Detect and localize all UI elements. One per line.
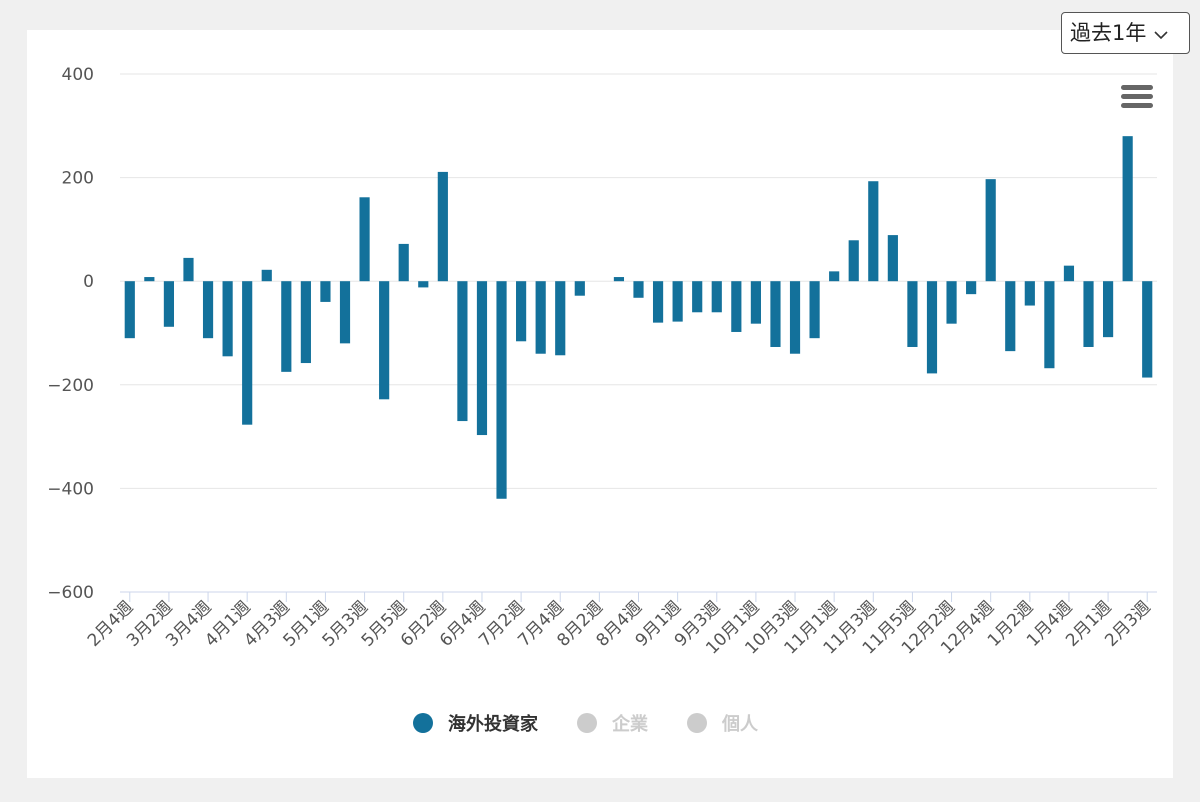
bar: [633, 281, 644, 298]
bar: [555, 281, 566, 356]
legend-marker: [577, 713, 597, 733]
menu-bar: [1121, 103, 1153, 108]
legend-label: 海外投資家: [448, 713, 539, 735]
bar: [1024, 281, 1035, 306]
bar: [966, 281, 977, 295]
menu-bar: [1121, 94, 1153, 99]
bar: [242, 281, 253, 425]
legend-item[interactable]: 企業: [577, 713, 649, 735]
bar: [1122, 136, 1133, 282]
bar: [731, 281, 742, 332]
y-tick-label: −200: [47, 376, 94, 396]
period-select[interactable]: 過去1年: [1061, 12, 1190, 54]
period-label: 過去1年: [1070, 21, 1147, 45]
bar: [1102, 281, 1114, 338]
bar: [946, 281, 957, 324]
bar: [985, 179, 996, 282]
bar: [379, 281, 390, 400]
y-tick-label: 400: [62, 65, 94, 85]
bar: [652, 281, 664, 323]
bar: [300, 281, 311, 364]
bar: [496, 281, 507, 499]
bar: [281, 281, 292, 372]
bar: [907, 281, 918, 347]
bar: [359, 197, 370, 282]
bar: [535, 281, 546, 354]
bar: [457, 281, 468, 422]
bar: [848, 240, 859, 282]
bar: [868, 181, 879, 282]
bar: [711, 281, 722, 313]
bar: [320, 281, 331, 302]
legend-item[interactable]: 海外投資家: [413, 713, 539, 735]
bar: [809, 281, 820, 339]
legend-label: 企業: [611, 713, 649, 735]
bar: [437, 171, 448, 282]
bar: [183, 257, 194, 282]
bar: [574, 281, 585, 296]
chevron: [1154, 31, 1168, 40]
menu-bar: [1121, 85, 1153, 90]
bar: [829, 271, 840, 282]
bar: [672, 281, 683, 322]
bar: [124, 281, 135, 339]
bar: [1142, 281, 1153, 378]
menu-icon[interactable]: [1121, 85, 1153, 108]
bar: [750, 281, 761, 324]
bar: [1063, 265, 1075, 282]
bar: [516, 281, 527, 342]
y-tick-label: 200: [62, 169, 94, 189]
bar: [339, 281, 351, 344]
bar: [789, 281, 801, 354]
legend-marker: [413, 713, 433, 733]
bar: [398, 243, 409, 282]
bar: [613, 277, 625, 282]
legend-item[interactable]: 個人: [687, 713, 759, 735]
bar: [261, 269, 272, 282]
bar: [692, 281, 703, 313]
bar: [770, 281, 781, 347]
y-tick-label: −600: [47, 583, 94, 603]
legend-marker: [687, 713, 707, 733]
y-tick-label: −400: [47, 479, 94, 499]
bar: [887, 235, 898, 282]
bar: [418, 281, 429, 288]
bar: [163, 281, 175, 327]
bar: [1005, 281, 1016, 352]
bar: [202, 281, 214, 339]
legend-label: 個人: [721, 714, 759, 735]
panel: [27, 30, 1173, 778]
y-tick-label: 0: [83, 272, 94, 292]
bar: [476, 281, 488, 436]
bar: [144, 277, 155, 282]
bar: [1044, 281, 1055, 369]
bar: [222, 281, 233, 357]
bar: [1083, 281, 1094, 347]
bar: [926, 281, 938, 374]
